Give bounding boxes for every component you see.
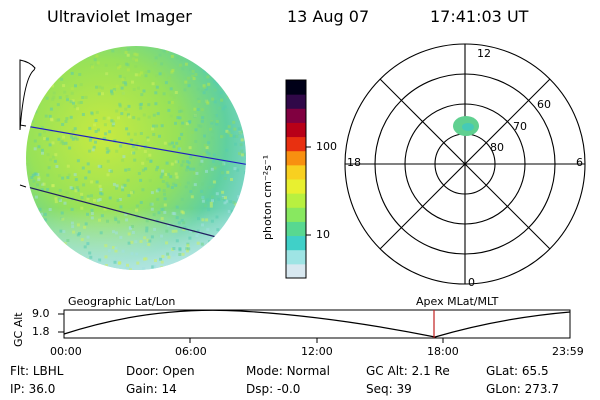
orbit-plot — [58, 309, 571, 343]
colorbar-frame — [285, 79, 307, 279]
apex-label: Apex MLat/MLT — [416, 295, 499, 308]
colorbar-segment — [286, 164, 306, 180]
colorbar-segment — [286, 207, 306, 222]
status-value: 39 — [396, 382, 412, 396]
lat-label-80: 80 — [490, 141, 504, 154]
status-label: Dsp: — [246, 382, 274, 396]
x-tick-00: 00:00 — [50, 345, 82, 358]
gc-alt-axis-label: GC Alt — [12, 312, 25, 347]
geographic-line-lower — [26, 184, 221, 239]
status-value: 14 — [161, 382, 177, 396]
status-item: Door: Open — [126, 364, 195, 378]
lat-label-60: 60 — [537, 98, 551, 111]
status-label: Gain: — [126, 382, 158, 396]
status-label: Mode: — [246, 364, 283, 378]
colorbar-tick-100: 100 — [316, 140, 337, 153]
status-item: Seq: 39 — [366, 382, 412, 396]
status-value: 36.0 — [28, 382, 56, 396]
x-tick-2359: 23:59 — [552, 345, 584, 358]
mlt-label-0: 0 — [468, 276, 475, 289]
mlt-label-18: 18 — [347, 156, 361, 169]
colorbar-segment — [286, 80, 306, 95]
orbit-frame — [63, 309, 571, 339]
status-value: Normal — [286, 364, 330, 378]
geographic-line-upper — [26, 124, 246, 166]
mlt-label-12: 12 — [477, 47, 491, 60]
colorbar-unit-label: photon cm⁻²s⁻¹ — [261, 154, 274, 240]
status-item: Flt: LBHL — [10, 364, 63, 378]
colorbar-segment — [286, 221, 306, 237]
status-value: LBHL — [32, 364, 64, 378]
colorbar-segment — [286, 179, 306, 194]
mlt-label-6: 6 — [576, 156, 583, 169]
colorbar-segment — [286, 108, 306, 123]
status-label: IP: — [10, 382, 25, 396]
status-label: GC Alt: — [366, 364, 408, 378]
status-value: -0.0 — [276, 382, 301, 396]
polar-plot — [344, 43, 586, 285]
status-label: Flt: — [10, 364, 29, 378]
instrument-title: Ultraviolet Imager — [47, 7, 192, 26]
status-label: Door: — [126, 364, 159, 378]
colorbar-segment — [286, 249, 306, 265]
earth-limb-line — [19, 59, 36, 131]
uv-image — [19, 46, 246, 270]
x-tick-12: 12:00 — [301, 345, 333, 358]
status-item: Mode: Normal — [246, 364, 330, 378]
status-item: IP: 36.0 — [10, 382, 55, 396]
status-value: 65.5 — [521, 364, 549, 378]
status-item: GLon: 273.7 — [486, 382, 559, 396]
status-item: Gain: 14 — [126, 382, 177, 396]
colorbar-segment — [286, 122, 306, 138]
status-value: 2.1 Re — [411, 364, 450, 378]
status-item: GC Alt: 2.1 Re — [366, 364, 450, 378]
altitude-curve — [63, 309, 571, 338]
colorbar-segment — [286, 94, 306, 109]
auroral-spot-core — [462, 123, 474, 131]
date-label: 13 Aug 07 — [287, 7, 370, 26]
status-value: Open — [162, 364, 195, 378]
y-tick-9: 9.0 — [32, 307, 50, 320]
x-tick-18: 18:00 — [427, 345, 459, 358]
y-tick-1-8: 1.8 — [32, 325, 50, 338]
polar-diagonal-2 — [379, 78, 551, 250]
status-label: GLon: — [486, 382, 521, 396]
geographic-label: Geographic Lat/Lon — [68, 295, 176, 308]
lat-label-70: 70 — [513, 120, 527, 133]
status-label: GLat: — [486, 364, 519, 378]
colorbar-segment — [286, 136, 306, 152]
status-item: GLat: 65.5 — [486, 364, 549, 378]
status-label: Seq: — [366, 382, 393, 396]
status-item: Dsp: -0.0 — [246, 382, 300, 396]
colorbar-segment — [286, 193, 306, 208]
colorbar-segment — [286, 263, 306, 279]
x-tick-06: 06:00 — [175, 345, 207, 358]
status-value: 273.7 — [524, 382, 559, 396]
colorbar-segment — [286, 150, 306, 166]
colorbar-segment — [286, 235, 306, 251]
colorbar — [285, 79, 307, 279]
colorbar-tick-10: 10 — [316, 228, 330, 241]
time-label: 17:41:03 UT — [430, 7, 529, 26]
